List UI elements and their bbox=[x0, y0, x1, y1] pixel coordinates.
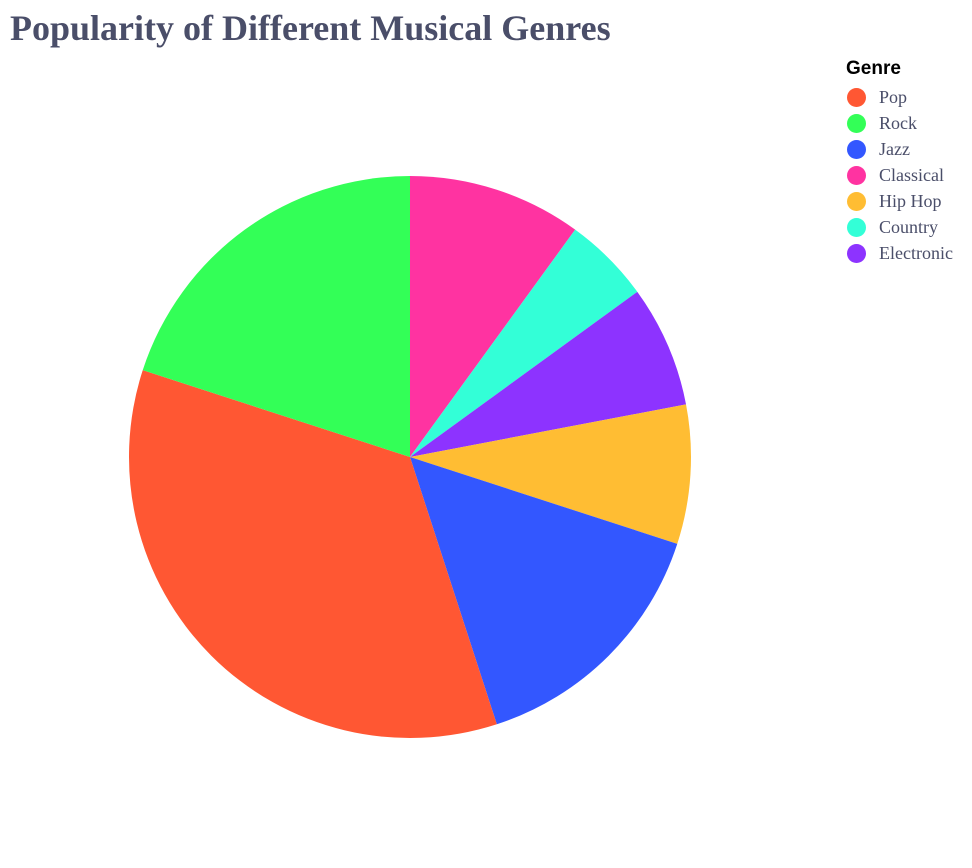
legend-item-pop: Pop bbox=[846, 84, 953, 110]
legend-swatch-rock bbox=[847, 113, 866, 133]
legend-item-electronic: Electronic bbox=[846, 240, 953, 266]
legend-label-rock: Rock bbox=[879, 112, 917, 133]
legend-label-electronic: Electronic bbox=[879, 242, 953, 263]
legend-swatch-country bbox=[847, 217, 866, 237]
pie-slice-jazz bbox=[410, 457, 678, 725]
legend-swatch-classical bbox=[847, 165, 866, 185]
legend-item-jazz: Jazz bbox=[846, 136, 953, 162]
legend-title: Genre bbox=[846, 58, 901, 79]
chart-title: Popularity of Different Musical Genres bbox=[10, 8, 611, 48]
legend: Genre Pop Rock Jazz Classical Hip Hop Country… bbox=[846, 56, 953, 266]
legend-label-classical: Classical bbox=[879, 164, 944, 185]
pie-slice-classical bbox=[410, 176, 576, 457]
pie-slice-rock bbox=[142, 176, 410, 457]
pie-slice-pop bbox=[128, 370, 497, 739]
legend-items: Pop Rock Jazz Classical Hip Hop Country Electr… bbox=[846, 84, 953, 266]
legend-label-jazz: Jazz bbox=[879, 138, 910, 159]
legend-item-country: Country bbox=[846, 214, 953, 240]
legend-item-hip-hop: Hip Hop bbox=[846, 188, 953, 214]
legend-swatch-hip-hop bbox=[847, 191, 866, 211]
pie-slice-country bbox=[410, 229, 638, 457]
legend-item-rock: Rock bbox=[846, 110, 953, 136]
legend-item-classical: Classical bbox=[846, 162, 953, 188]
pie-slice-hip-hop bbox=[410, 404, 691, 544]
legend-label-country: Country bbox=[879, 216, 939, 237]
legend-label-pop: Pop bbox=[879, 86, 908, 107]
pie-slice-electronic bbox=[410, 291, 687, 457]
legend-swatch-pop bbox=[847, 87, 866, 107]
legend-label-hip-hop: Hip Hop bbox=[879, 190, 942, 211]
pie-slices bbox=[128, 176, 691, 739]
legend-swatch-electronic bbox=[847, 243, 866, 263]
legend-swatch-jazz bbox=[847, 139, 866, 159]
